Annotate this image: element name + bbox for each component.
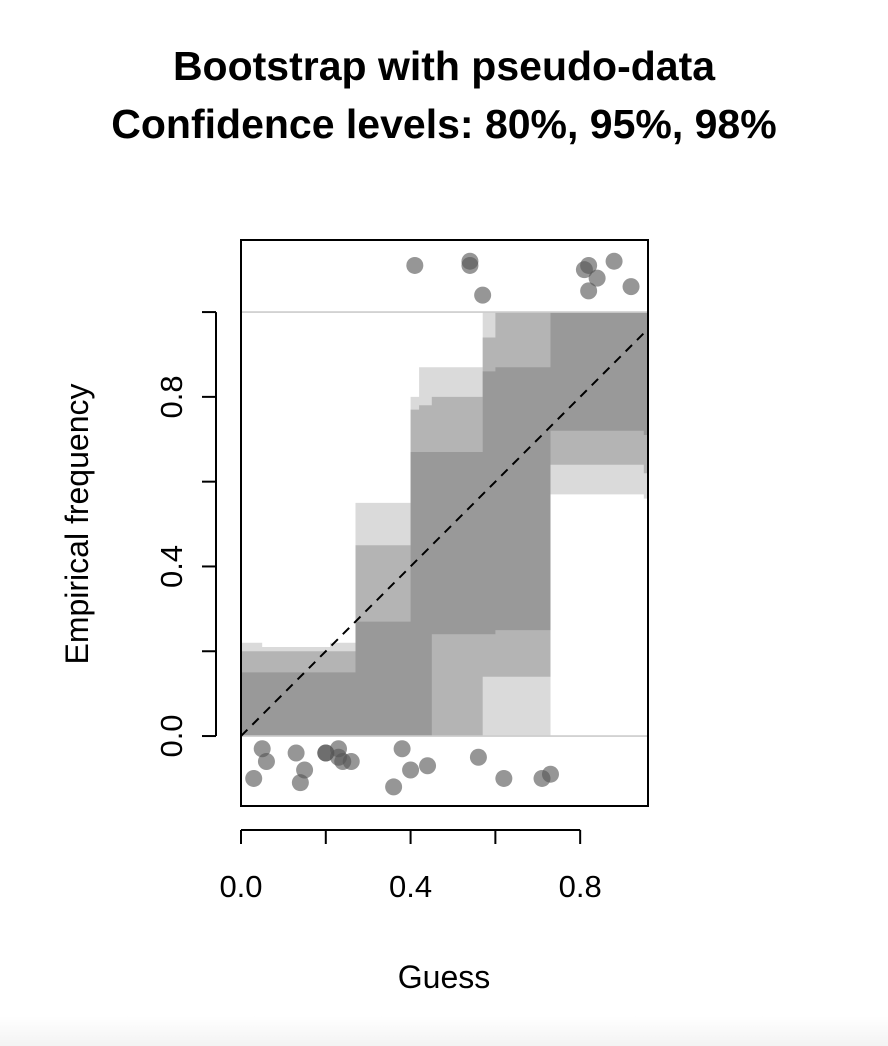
bottom-point <box>385 778 403 796</box>
top-point <box>461 256 479 274</box>
top-point <box>605 252 623 270</box>
y-tick-label: 0.4 <box>154 545 189 588</box>
bottom-point <box>495 769 513 787</box>
chart-title: Bootstrap with pseudo-data <box>173 43 716 89</box>
top-point <box>406 256 424 274</box>
window-bottom-edge <box>0 1016 888 1046</box>
y-tick-label: 0.8 <box>154 375 189 418</box>
top-point <box>474 286 492 304</box>
x-tick-label: 0.0 <box>219 869 262 904</box>
bottom-point <box>541 765 559 783</box>
top-point <box>580 256 598 274</box>
bottom-point <box>393 740 411 758</box>
bottom-point <box>287 744 305 762</box>
plot-inner <box>241 252 648 796</box>
confidence-band-80 <box>241 312 648 736</box>
bottom-point <box>402 761 420 779</box>
y-axis-label: Empirical frequency <box>59 384 95 665</box>
chart-subtitle: Confidence levels: 80%, 95%, 98% <box>111 101 776 147</box>
x-tick-label: 0.8 <box>559 869 602 904</box>
top-point <box>580 282 598 300</box>
y-tick-label: 0.0 <box>154 714 189 757</box>
bottom-point <box>419 757 437 775</box>
x-tick-label: 0.4 <box>389 869 432 904</box>
bottom-point <box>469 748 487 766</box>
bottom-point <box>342 752 360 770</box>
bottom-point <box>257 752 275 770</box>
top-point <box>622 278 640 296</box>
axes: 0.0 0.4 0.8 0.0 0.4 0.8 <box>154 239 649 904</box>
top-point <box>588 269 606 287</box>
x-axis-label: Guess <box>398 959 490 995</box>
bottom-point <box>296 761 314 779</box>
bottom-point <box>245 769 263 787</box>
plot-area <box>241 252 648 796</box>
plot-frame <box>240 239 649 807</box>
